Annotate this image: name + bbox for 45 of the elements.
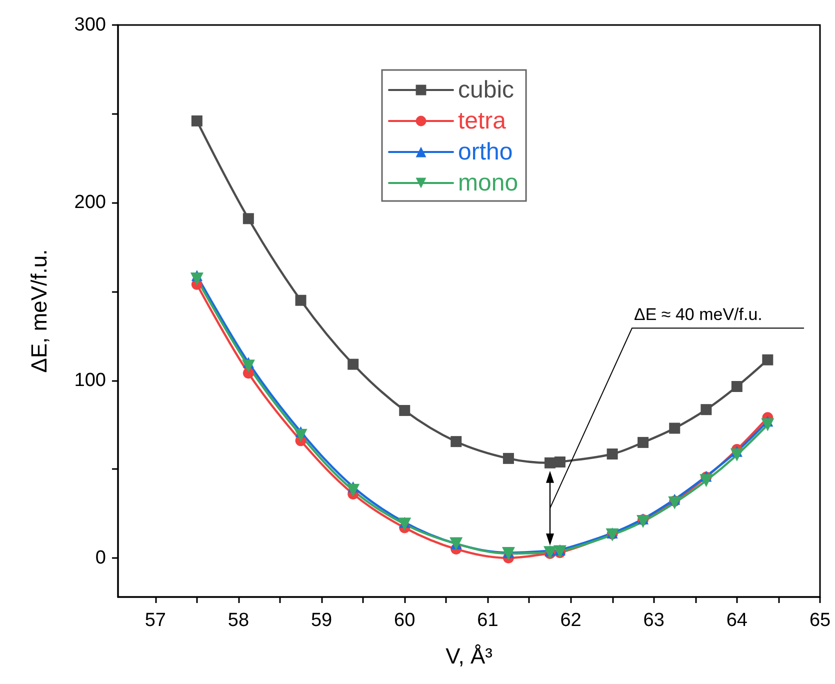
legend-label: mono (458, 170, 518, 196)
y-tick-label: 300 (74, 14, 106, 36)
point (668, 496, 682, 510)
point (191, 115, 202, 126)
x-tick-label: 61 (477, 610, 498, 631)
point (554, 456, 566, 468)
point (242, 213, 254, 224)
point (346, 484, 360, 497)
point (544, 457, 556, 468)
point (242, 360, 255, 373)
point (762, 354, 774, 366)
point (636, 515, 650, 528)
x-tick-label: 64 (726, 610, 748, 631)
point (606, 448, 618, 460)
y-tick-label: 100 (74, 370, 106, 391)
point (669, 422, 680, 434)
x-tick-label: 58 (228, 610, 250, 631)
point (294, 428, 308, 442)
x-tick-label: 59 (310, 610, 332, 631)
point (700, 404, 712, 416)
legend-label: cubic (458, 76, 514, 104)
point (761, 418, 774, 432)
point (348, 358, 359, 370)
point (190, 272, 204, 286)
point (730, 448, 744, 462)
x-tick-label: 57 (144, 610, 166, 631)
point (731, 380, 742, 392)
point (398, 518, 412, 531)
y-axis-title: ΔE, meV/f.u. (26, 249, 52, 373)
point (450, 436, 462, 448)
x-tick-label: 63 (643, 610, 664, 631)
x-tick-label: 60 (394, 610, 416, 631)
x-axis-title: V, Å³ (446, 644, 492, 668)
y-tick-label: 0 (95, 547, 106, 568)
point (638, 436, 649, 448)
point (700, 474, 713, 488)
point (502, 452, 514, 464)
annotation: ΔE ≈ 40 meV/f.u. (634, 305, 762, 324)
x-tick-label: 65 (809, 610, 831, 631)
y-tick-label: 200 (74, 192, 106, 214)
point (295, 294, 306, 306)
legend-label: ortho (458, 138, 513, 166)
x-tick-label: 62 (560, 610, 582, 631)
point (399, 404, 410, 416)
legend-label: tetra (458, 108, 507, 134)
